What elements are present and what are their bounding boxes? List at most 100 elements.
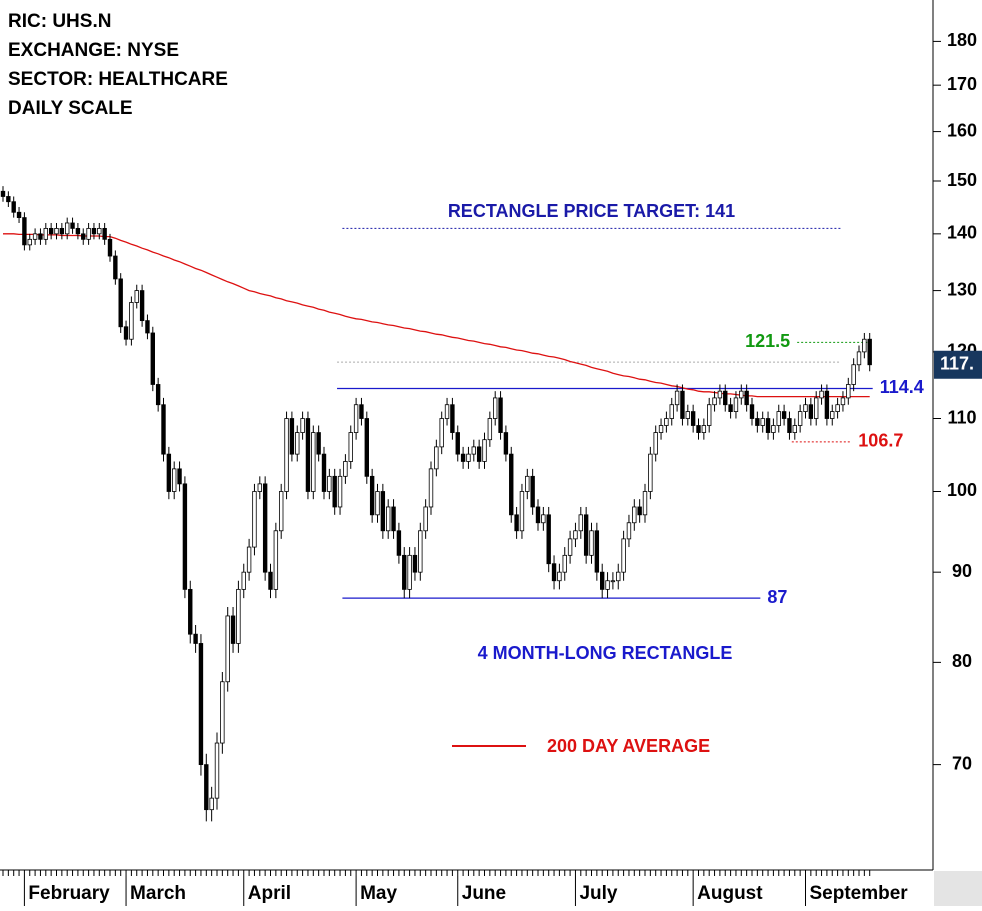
x-tick-label: April <box>248 883 291 904</box>
candle-body <box>412 554 418 573</box>
candle-body <box>353 404 359 433</box>
candle-body <box>268 571 273 590</box>
candle-body <box>669 404 674 419</box>
candle-body <box>434 446 439 470</box>
level-label: RECTANGLE PRICE TARGET: 141 <box>448 201 735 221</box>
candle-body <box>707 404 712 426</box>
candle-body <box>583 514 589 556</box>
candle-body <box>43 227 48 240</box>
candle-body <box>856 351 862 366</box>
candle-body <box>75 227 81 235</box>
candle-body <box>771 425 776 433</box>
candle-body <box>391 506 396 532</box>
candle-body <box>107 238 113 257</box>
candle-body <box>0 190 6 197</box>
candle-body <box>204 764 209 811</box>
y-tick-label: 130 <box>947 279 977 299</box>
candle-body <box>498 397 503 433</box>
candle-body <box>541 514 546 524</box>
y-tick-label: 70 <box>952 753 972 773</box>
candle-body <box>102 227 107 240</box>
candle-body <box>81 233 86 240</box>
candle-body <box>717 390 723 399</box>
candle-body <box>519 491 525 532</box>
candle-body <box>364 418 369 477</box>
candle-body <box>835 404 840 412</box>
candle-body <box>814 397 819 419</box>
candle-body <box>65 222 70 235</box>
candle-body <box>38 233 43 240</box>
candle-body <box>380 491 386 532</box>
level-label: 87 <box>767 587 787 607</box>
candle-body <box>209 797 214 811</box>
candle-body <box>161 404 166 455</box>
candle-body <box>129 302 134 340</box>
candle-body <box>113 255 118 280</box>
candle-body <box>423 506 428 532</box>
y-tick-label: 100 <box>947 480 977 500</box>
candle-body <box>696 425 701 433</box>
candle-body <box>765 418 771 433</box>
candle-body <box>632 506 637 524</box>
candle-body <box>97 227 102 235</box>
corner <box>934 871 982 906</box>
candle-body <box>701 425 707 433</box>
candle-body <box>637 506 642 516</box>
annotation: 4 MONTH-LONG RECTANGLE <box>478 643 733 663</box>
candle-body <box>262 483 268 573</box>
candle-body <box>236 588 241 644</box>
candle-body <box>551 563 557 582</box>
candle-body <box>337 475 343 508</box>
candle-body <box>492 397 498 419</box>
y-tick-label: 90 <box>952 561 972 581</box>
candle-body <box>621 538 626 573</box>
candle-body <box>278 491 284 532</box>
candle-body <box>230 615 236 644</box>
candle-body <box>316 432 321 455</box>
candle-body <box>739 390 744 399</box>
last-price-box <box>934 350 982 379</box>
candle-body <box>145 320 150 334</box>
x-tick-label: August <box>697 883 763 904</box>
candle-body <box>385 506 391 532</box>
candle-body <box>712 397 717 406</box>
candle-body <box>648 453 653 492</box>
candle-body <box>428 468 434 508</box>
candle-body <box>605 580 610 590</box>
candle-body <box>787 418 792 433</box>
candle-body <box>6 196 11 203</box>
candle-body <box>402 554 407 590</box>
candle-body <box>396 530 402 556</box>
candle-body <box>594 530 600 573</box>
candle-body <box>214 742 220 799</box>
candle-body <box>359 404 364 419</box>
candle-body <box>241 571 246 590</box>
candle-body <box>819 390 824 399</box>
candle-body <box>487 418 493 441</box>
candle-body <box>664 418 669 426</box>
candle-body <box>305 418 311 492</box>
candle-body <box>482 439 487 462</box>
y-tick-label: 110 <box>947 407 976 427</box>
candle-body <box>343 461 348 477</box>
y-tick-label: 170 <box>947 74 977 94</box>
candle-body <box>460 453 466 462</box>
candle-body <box>155 384 161 406</box>
candle-body <box>327 475 332 492</box>
level-label: 121.5 <box>745 331 790 351</box>
candle-body <box>54 227 59 235</box>
candle-body <box>797 411 803 426</box>
candle-body <box>653 432 658 455</box>
candle-body <box>150 332 155 385</box>
candle-body <box>455 432 460 455</box>
candle-body <box>851 364 856 385</box>
candle-body <box>118 278 123 328</box>
info-text: DAILY SCALE <box>8 98 133 119</box>
candle-body <box>760 418 765 426</box>
candle-body <box>680 390 685 419</box>
x-tick-label: March <box>130 883 186 904</box>
candle-body <box>444 404 450 419</box>
candle-body <box>642 491 648 516</box>
last-price-label: 117. <box>940 354 974 374</box>
